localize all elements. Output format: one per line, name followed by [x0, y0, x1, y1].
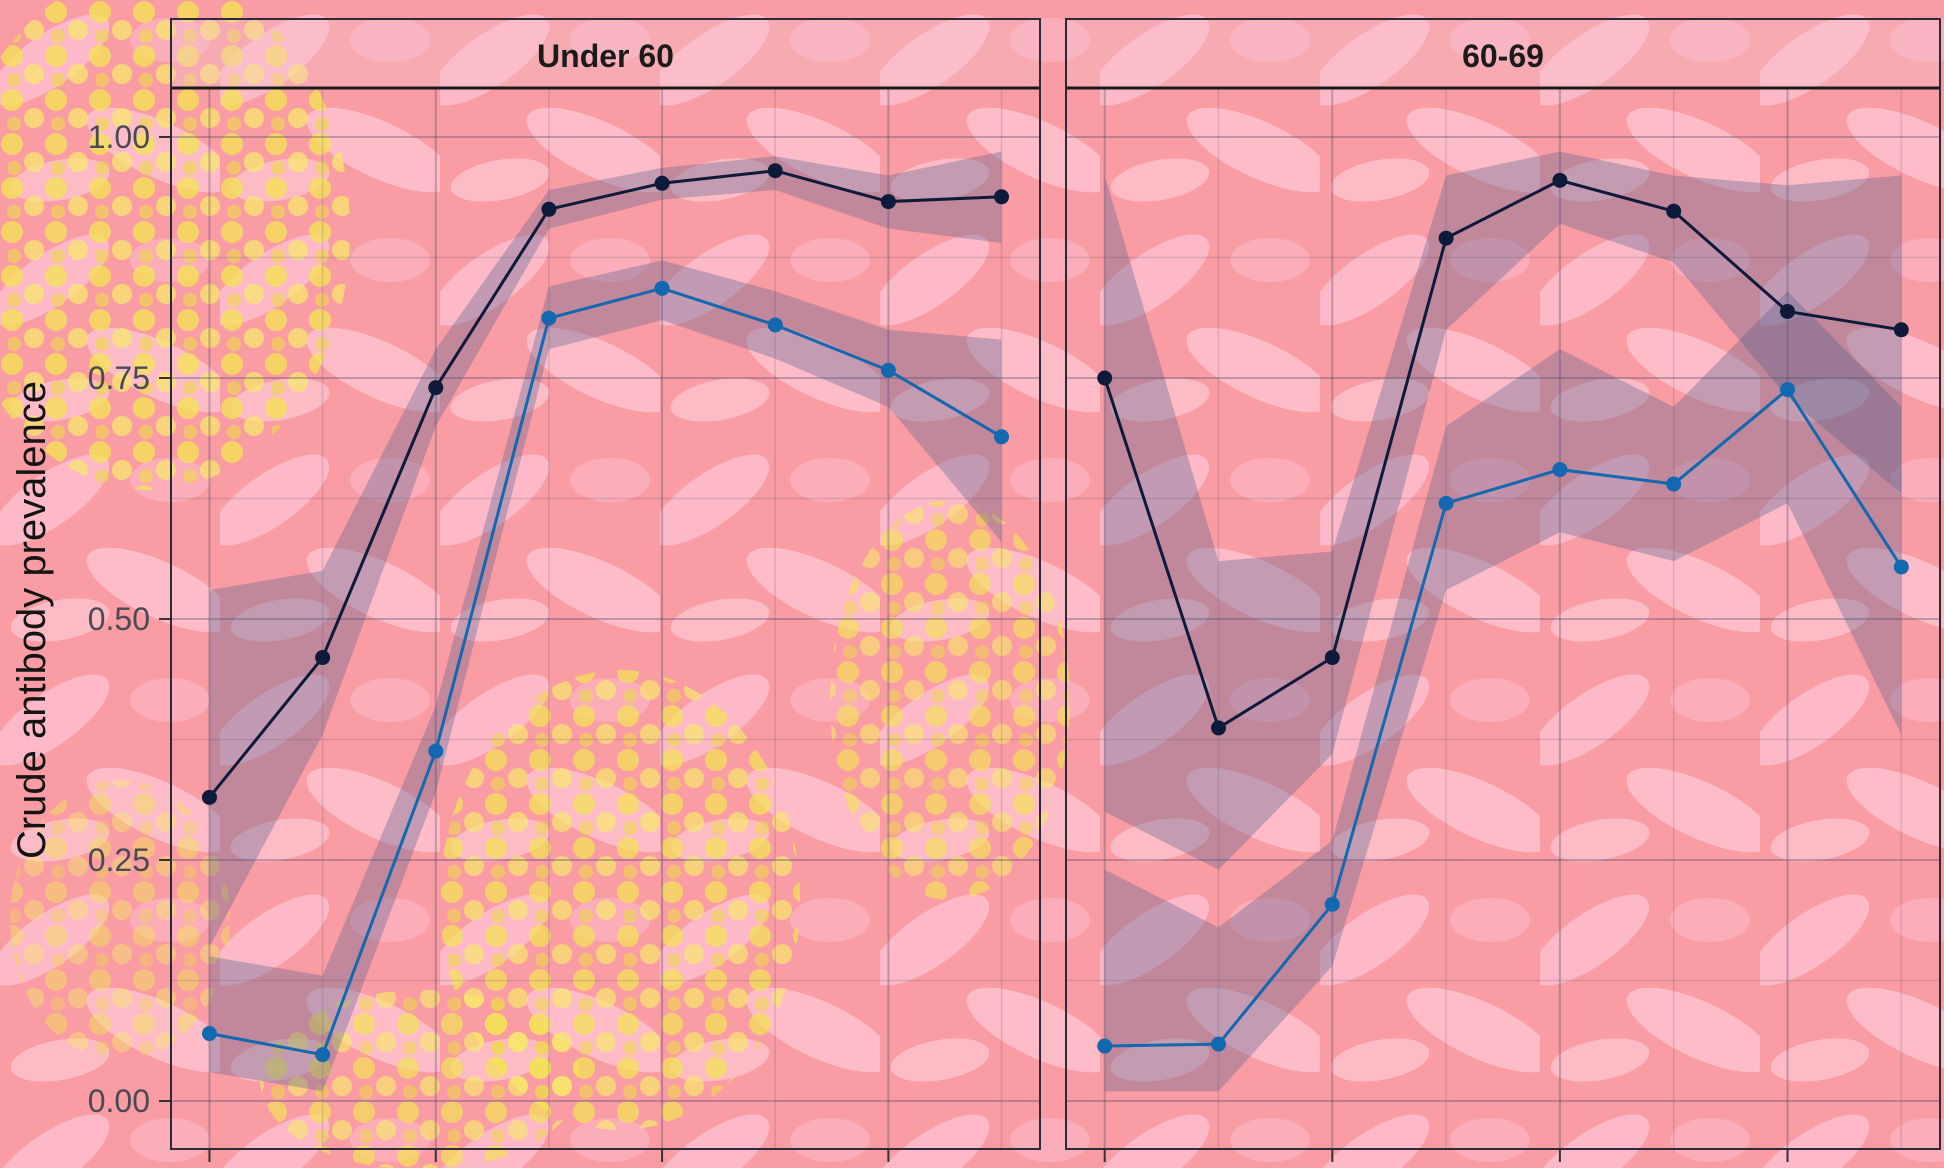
data-point	[994, 189, 1010, 205]
data-point	[1438, 230, 1454, 246]
data-point	[1210, 1036, 1226, 1052]
data-point	[880, 194, 896, 210]
data-point	[654, 280, 670, 296]
data-point	[315, 1047, 331, 1063]
data-point	[1097, 370, 1113, 386]
y-tick-label: 0.75	[88, 360, 150, 396]
data-point	[1097, 1038, 1113, 1054]
panel-border	[1065, 18, 1941, 1150]
facet-panel: Under 60	[170, 18, 1041, 1162]
data-point	[201, 789, 217, 805]
confidence-band	[209, 260, 1002, 1092]
data-point	[1210, 720, 1226, 736]
data-point	[1780, 303, 1796, 319]
data-point	[541, 310, 557, 326]
data-point	[315, 650, 331, 666]
data-point	[1324, 650, 1340, 666]
data-point	[1666, 476, 1682, 492]
data-point	[1438, 495, 1454, 511]
facet-panel: 60-69	[1065, 18, 1941, 1162]
y-tick-label: 0.25	[88, 842, 150, 878]
data-point	[1893, 559, 1909, 575]
series-line	[1103, 178, 1902, 731]
data-point	[767, 163, 783, 179]
data-point	[880, 362, 896, 378]
panel-border	[170, 18, 1041, 1150]
data-point	[428, 380, 444, 396]
facet-title: Under 60	[537, 38, 674, 74]
data-point	[1552, 172, 1568, 188]
data-point	[1893, 322, 1909, 338]
data-point	[767, 317, 783, 333]
confidence-band	[1104, 291, 1902, 1092]
series-line	[209, 286, 1003, 1057]
series-line	[208, 169, 1002, 799]
data-point	[428, 743, 444, 759]
data-point	[1324, 896, 1340, 912]
confidence-band	[1104, 151, 1902, 870]
series-line	[1104, 387, 1903, 1048]
y-tick-label: 1.00	[88, 119, 150, 155]
data-point	[1780, 382, 1796, 398]
data-point	[1552, 462, 1568, 478]
data-point	[654, 175, 670, 191]
y-tick-label: 0.50	[88, 601, 150, 637]
data-point	[541, 201, 557, 217]
facet-title: 60-69	[1462, 38, 1544, 74]
data-point	[1666, 203, 1682, 219]
y-tick-label: 0.00	[88, 1083, 150, 1119]
data-point	[994, 429, 1010, 445]
data-point	[201, 1026, 217, 1042]
y-axis-title: Crude antibody prevalence	[10, 381, 54, 859]
